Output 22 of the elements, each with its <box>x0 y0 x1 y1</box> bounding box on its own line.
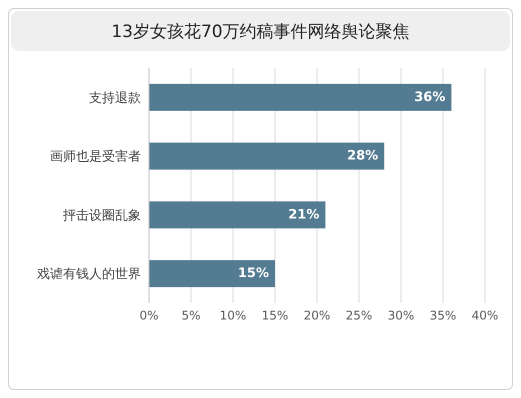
data-label: 21% <box>288 207 320 222</box>
y-tick-label: 戏谑有钱人的世界 <box>37 267 141 282</box>
data-label: 36% <box>414 90 446 105</box>
data-label: 15% <box>238 266 269 282</box>
bar <box>149 201 326 228</box>
x-tick-label: 5% <box>181 308 201 323</box>
bar <box>149 260 275 288</box>
x-tick-label: 0% <box>139 308 159 323</box>
chart-title: 13岁女孩花70万约稿事件网络舆论聚焦 <box>11 11 510 51</box>
x-tick-label: 25% <box>346 308 372 323</box>
x-tick-label: 35% <box>430 308 456 323</box>
x-tick-label: 40% <box>472 308 498 323</box>
bar <box>149 142 384 170</box>
x-tick-label: 30% <box>388 308 414 323</box>
y-tick-label: 画师也是受害者 <box>50 148 141 165</box>
x-tick-label: 20% <box>304 308 330 323</box>
bar <box>149 84 452 111</box>
x-tick-label: 10% <box>220 308 246 323</box>
y-tick-label: 支持退款 <box>89 90 141 106</box>
y-tick-label: 抨击设圈乱象 <box>62 208 141 224</box>
data-label: 28% <box>347 148 378 164</box>
x-tick-label: 15% <box>262 308 288 323</box>
